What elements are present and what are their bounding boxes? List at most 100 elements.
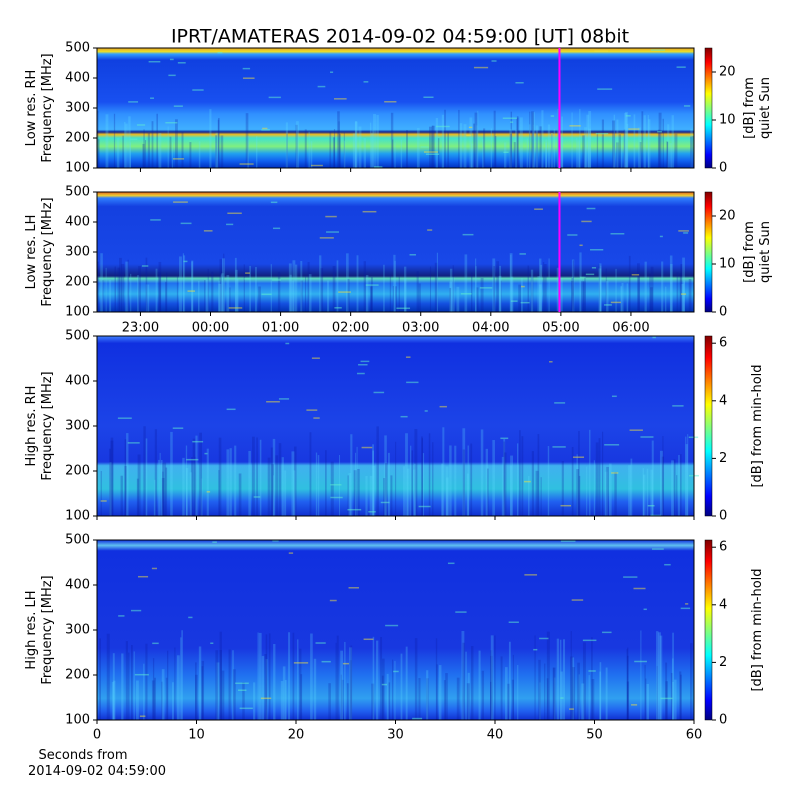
spectrogram-texture bbox=[600, 265, 602, 312]
spectrogram-texture bbox=[154, 429, 158, 516]
spectrogram-texture bbox=[480, 277, 484, 312]
spectrogram-texture bbox=[242, 67, 251, 70]
spectrogram-texture bbox=[494, 136, 497, 168]
x-axis-label-line: Seconds from bbox=[38, 748, 127, 763]
spectrogram-texture bbox=[281, 457, 284, 516]
spectrogram-texture bbox=[145, 257, 148, 312]
spectrogram-texture bbox=[422, 453, 425, 516]
spectrogram-texture bbox=[143, 426, 146, 516]
spectrogram-texture bbox=[100, 500, 107, 502]
y-tick-label: 400 bbox=[65, 374, 90, 389]
spectrogram-texture bbox=[598, 268, 602, 312]
spectrogram-texture bbox=[137, 275, 140, 312]
spectrogram-texture bbox=[347, 508, 362, 511]
spectrogram-texture bbox=[292, 632, 295, 720]
spectrogram-texture bbox=[372, 450, 374, 516]
spectrogram-texture bbox=[503, 151, 509, 154]
spectrogram-texture bbox=[165, 281, 167, 312]
spectrogram-texture bbox=[588, 675, 590, 720]
spectrogram-texture bbox=[554, 402, 566, 404]
spectrogram-texture bbox=[217, 51, 223, 54]
spectrogram-texture bbox=[645, 678, 647, 720]
spectrogram-texture bbox=[578, 674, 580, 720]
spectrogram-texture bbox=[326, 280, 330, 312]
spectrogram-texture bbox=[215, 650, 219, 720]
spectrogram-texture bbox=[664, 563, 671, 566]
spectrogram-texture bbox=[604, 444, 620, 446]
spectrogram-texture bbox=[130, 138, 138, 141]
spectrogram-texture bbox=[340, 674, 342, 720]
spectrogram-texture bbox=[384, 435, 387, 516]
spectrogram-texture bbox=[273, 475, 275, 516]
spectrogram-texture bbox=[139, 715, 146, 717]
spectrogram-texture bbox=[317, 85, 326, 88]
spectrogram-texture bbox=[396, 307, 411, 310]
spectrogram-texture bbox=[405, 356, 411, 358]
spectrogram-texture bbox=[626, 649, 628, 720]
spectrogram-texture bbox=[346, 683, 349, 720]
spectrogram-texture bbox=[561, 461, 564, 516]
spectrogram-texture bbox=[412, 717, 423, 720]
spectrogram-texture bbox=[125, 641, 128, 720]
spectrogram-texture bbox=[606, 281, 609, 312]
colorbar-tick-label: 2 bbox=[719, 451, 727, 466]
colorbar-label-line: quiet Sun bbox=[758, 77, 773, 139]
spectrogram-texture bbox=[577, 140, 581, 168]
spectrogram-texture bbox=[128, 116, 131, 168]
spectrogram-texture bbox=[100, 470, 102, 516]
spectrogram-texture bbox=[137, 454, 141, 516]
spectrogram-texture bbox=[215, 135, 218, 168]
spectrogram-texture bbox=[138, 266, 141, 312]
spectrogram-texture bbox=[560, 540, 576, 542]
y-axis-label: Low res. LHFrequency [MHz] bbox=[24, 197, 55, 306]
spectrogram-texture bbox=[206, 448, 209, 516]
spectrogram-texture bbox=[350, 645, 353, 720]
colorbar-tick-label: 10 bbox=[719, 257, 736, 272]
x-tick-label: 04:00 bbox=[472, 321, 509, 336]
spectrogram-texture bbox=[152, 658, 155, 720]
spectrogram-texture bbox=[169, 58, 174, 61]
spectrogram-texture bbox=[272, 438, 276, 516]
spectrogram-texture bbox=[681, 283, 684, 312]
spectrogram-texture bbox=[589, 429, 591, 516]
spectrogram-texture bbox=[313, 658, 317, 720]
spectrogram-texture bbox=[682, 257, 685, 312]
spectrogram-texture bbox=[634, 660, 647, 663]
spectrogram-texture bbox=[129, 142, 132, 168]
spectrogram-texture bbox=[232, 669, 236, 720]
spectrogram-texture bbox=[579, 252, 582, 312]
spectrogram-texture bbox=[462, 642, 465, 720]
spectrogram-texture bbox=[521, 278, 523, 312]
spectrogram-texture bbox=[665, 681, 668, 720]
spectrogram-texture bbox=[286, 133, 288, 168]
spectrogram-texture bbox=[560, 671, 563, 720]
spectrogram-texture bbox=[625, 111, 628, 168]
spectrogram-texture bbox=[540, 477, 542, 516]
spectrogram-texture bbox=[490, 681, 492, 720]
spectrogram-texture bbox=[209, 109, 212, 168]
spectrogram-texture bbox=[357, 468, 360, 516]
spectrogram-texture bbox=[509, 129, 512, 168]
spectrogram-texture bbox=[365, 274, 369, 312]
spectrogram-texture bbox=[466, 134, 472, 137]
spectrogram-texture bbox=[206, 491, 211, 493]
spectrogram-texture bbox=[124, 465, 127, 516]
spectrogram-texture bbox=[376, 426, 379, 516]
spectrogram-texture bbox=[462, 428, 466, 516]
spectrogram-texture bbox=[258, 286, 261, 312]
spectrogram-texture bbox=[606, 466, 609, 516]
y-axis-label-line: High res. LH bbox=[24, 590, 39, 669]
spectrogram-texture bbox=[151, 567, 158, 570]
x-tick-label: 30 bbox=[387, 728, 404, 743]
spectrogram-texture bbox=[604, 471, 608, 516]
spectrogram-texture bbox=[569, 125, 581, 127]
spectrogram-texture bbox=[136, 124, 146, 126]
y-tick-label: 200 bbox=[65, 275, 90, 290]
spectrogram-texture bbox=[393, 670, 399, 673]
spectrogram-texture bbox=[496, 261, 499, 312]
spectrogram-texture bbox=[633, 587, 646, 590]
spectrogram-texture bbox=[579, 108, 581, 168]
spectrogram-texture bbox=[304, 129, 307, 168]
spectrogram-texture bbox=[330, 496, 343, 499]
y-tick-label: 300 bbox=[65, 101, 90, 116]
